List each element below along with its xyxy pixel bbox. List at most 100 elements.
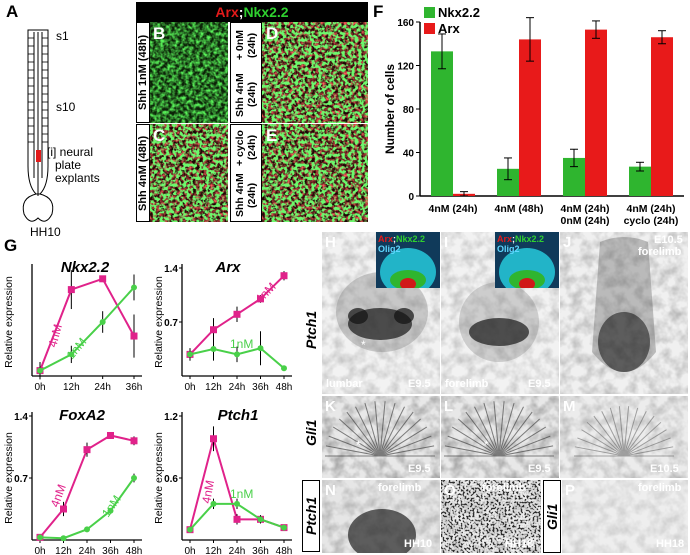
- data-point: [83, 446, 91, 454]
- radial-fiber: [355, 406, 381, 457]
- bar-arx: [519, 39, 541, 197]
- gene-title: FoxA2: [59, 407, 106, 424]
- panel-letter-c: C: [153, 126, 166, 145]
- radial-fiber: [465, 411, 500, 457]
- micrograph-d: [262, 22, 368, 123]
- radial-fiber: [328, 435, 381, 457]
- bar-nkx22: [629, 166, 651, 196]
- x-tick-label: 0h: [34, 382, 45, 393]
- x-tick-label: 12h: [205, 546, 222, 555]
- radial-fiber: [623, 429, 667, 457]
- data-point: [234, 351, 240, 358]
- data-point: [210, 500, 217, 507]
- radial-fiber: [458, 418, 500, 457]
- inset-i-olig2: Olig2: [497, 244, 520, 254]
- radial-fiber: [346, 411, 381, 457]
- caption-i-region: forelimb: [445, 378, 489, 390]
- caption-n-region: forelimb: [378, 482, 422, 494]
- data-point: [210, 435, 217, 443]
- label-c: Shh 4nM (48h): [136, 124, 150, 222]
- radial-fiber: [374, 401, 381, 457]
- bar-arx: [585, 29, 607, 196]
- micrograph-e: [262, 124, 368, 222]
- panel-letter-h: H: [325, 234, 336, 251]
- panel-letter-l: L: [444, 398, 454, 415]
- x-tick-label: 24h: [229, 546, 246, 555]
- embryo-schematic: [22, 29, 54, 222]
- y-tick-label: 40: [403, 149, 415, 160]
- radial-fiber: [379, 401, 386, 457]
- x-tick-label: 36h: [252, 382, 269, 393]
- radial-fiber: [498, 445, 554, 457]
- data-point: [37, 534, 43, 541]
- data-point: [130, 437, 138, 445]
- y-axis-label: Relative expression: [3, 432, 15, 524]
- radial-fiber: [447, 435, 500, 457]
- x-tick-label: 24h: [229, 382, 246, 393]
- panel-letter-o: O: [444, 482, 456, 499]
- series-label: 4nM: [199, 479, 217, 504]
- label-e: Shh 4nM (24h) + cyclo (24h): [230, 124, 262, 222]
- data-point: [281, 524, 287, 531]
- x-tick-label: 12h: [205, 382, 222, 393]
- caption-n-stage: HH10: [404, 538, 433, 550]
- legend-swatch: [424, 7, 435, 18]
- radial-fiber: [379, 406, 405, 457]
- series-label: 1nM: [230, 337, 253, 351]
- data-point: [187, 351, 193, 358]
- radial-fiber: [601, 411, 625, 457]
- caption-l-stage: E9.5: [528, 463, 551, 475]
- radial-fiber: [623, 411, 647, 457]
- data-point: [281, 365, 287, 372]
- caption-p-region: forelimb: [638, 482, 682, 494]
- category-label: cyclo (24h): [624, 215, 679, 227]
- caption-i-stage: E9.5: [528, 378, 551, 390]
- caption-j-stage: E10.5: [654, 234, 683, 246]
- series-label: 4nM: [45, 323, 65, 349]
- radial-fiber: [483, 402, 500, 457]
- panel-letter-k: K: [325, 398, 336, 415]
- radial-fiber: [451, 426, 500, 457]
- data-point: [233, 310, 241, 318]
- line-chart-foxa2: 0.7 1.4 0h 12h 24h 36h 48h Relative expression F…: [3, 407, 142, 555]
- radial-fiber: [574, 446, 625, 457]
- row-label-gli1-chick: Gli1: [543, 480, 561, 553]
- x-tick-label: 24h: [79, 546, 96, 555]
- ish-image-m: [560, 396, 688, 478]
- y-tick-label: 120: [397, 62, 414, 73]
- inset-h: [376, 232, 440, 288]
- data-point: [99, 319, 106, 325]
- bar-chart-f: 0 40 80 120 160 Number of cells 4nM (24h) 4nM (…: [383, 5, 684, 227]
- micrograph-c: [150, 124, 228, 222]
- y-tick-label: 160: [397, 18, 414, 29]
- legend-swatch: [424, 23, 435, 34]
- ish-image-l: [441, 396, 559, 478]
- radial-fiber: [493, 401, 500, 457]
- gene-title: Ptch1: [218, 407, 259, 424]
- panel-letter-j: J: [563, 234, 572, 251]
- x-tick-label: 36h: [252, 546, 269, 555]
- stage-hh10-label: HH10: [30, 225, 61, 239]
- y-axis-label: Number of cells: [383, 64, 397, 154]
- x-tick-label: 48h: [276, 382, 293, 393]
- radial-fiber: [474, 406, 500, 457]
- inset-h-olig2: Olig2: [378, 244, 401, 254]
- x-tick-label: 12h: [63, 382, 80, 393]
- explant-label: [i] neural plate explants: [47, 145, 100, 185]
- y-tick-label: 1.4: [164, 264, 178, 275]
- data-point: [107, 431, 114, 439]
- data-point: [234, 500, 240, 507]
- data-point: [187, 526, 193, 533]
- radial-fiber: [498, 411, 533, 457]
- gene-title: Nkx2.2: [61, 259, 110, 276]
- panel-letter-n: N: [325, 482, 336, 499]
- series-line: [39, 277, 135, 371]
- radial-fiber: [498, 402, 515, 457]
- panel-letter-f: F: [373, 2, 384, 21]
- radial-fiber: [609, 407, 625, 457]
- radial-fiber: [586, 421, 625, 457]
- y-tick-label: 0: [408, 192, 414, 203]
- x-tick-label: 12h: [55, 546, 72, 555]
- data-point: [37, 367, 43, 374]
- x-tick-label: 36h: [102, 546, 119, 555]
